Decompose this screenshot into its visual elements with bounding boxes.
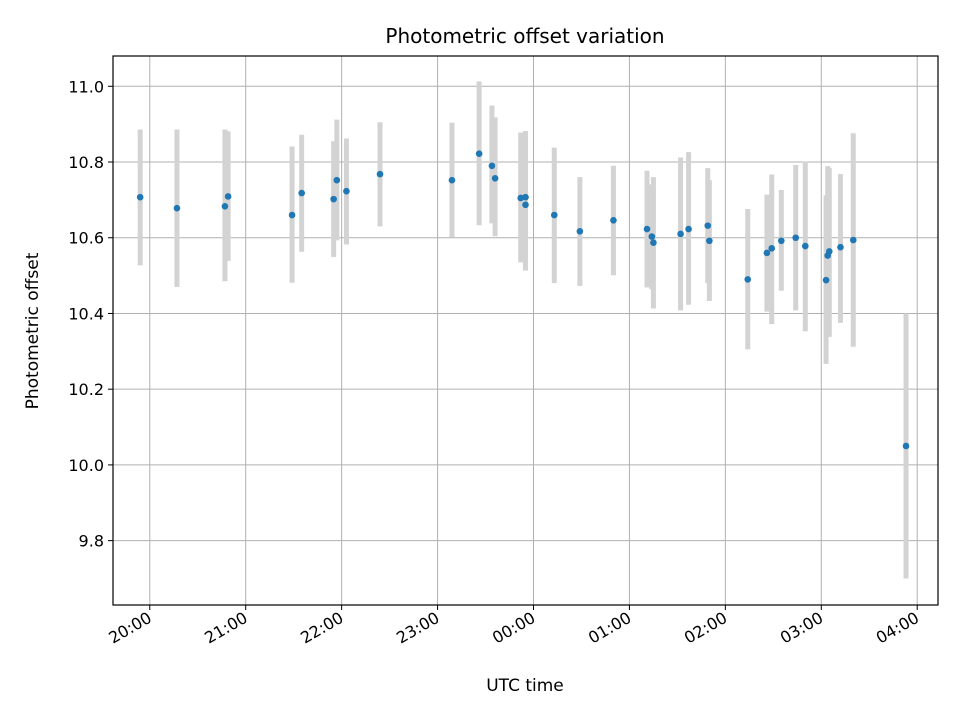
data-point (837, 243, 844, 251)
y-axis-label: Photometric offset (23, 252, 43, 409)
y-tick-label: 11.0 (68, 77, 104, 96)
data-point (902, 442, 910, 450)
plot-frame (112, 55, 939, 606)
data-point (849, 236, 857, 244)
data-point (576, 228, 584, 235)
data-point (768, 245, 776, 252)
data-point (677, 230, 684, 238)
y-tick-label: 10.0 (68, 456, 104, 475)
data-point (136, 193, 144, 201)
x-tick-label: 23:00 (393, 608, 442, 648)
x-tick-label: 01:00 (585, 608, 634, 648)
data-point (763, 249, 771, 257)
markers (136, 150, 910, 450)
data-point (801, 242, 809, 250)
data-point (376, 170, 384, 178)
data-point (825, 248, 833, 255)
y-axis: 9.8 10.0 10.2 10.4 10.6 10.8 11.0 (68, 77, 113, 551)
y-tick-label: 10.6 (68, 229, 104, 248)
data-point (648, 233, 656, 240)
errorbars (137, 81, 909, 579)
y-tick-label: 10.4 (68, 304, 104, 323)
data-point (685, 225, 692, 233)
x-tick-label: 02:00 (681, 608, 730, 648)
data-point (610, 217, 617, 224)
data-point (488, 162, 496, 170)
x-tick-label: 21:00 (201, 608, 250, 648)
data-point (475, 150, 483, 157)
data-point (744, 276, 752, 283)
data-point (792, 234, 800, 242)
x-tick-label: 00:00 (489, 608, 538, 648)
data-point (224, 193, 232, 200)
data-point (650, 239, 657, 246)
data-point (330, 195, 337, 203)
data-point (448, 176, 456, 184)
y-tick-label: 9.8 (79, 532, 104, 551)
data-point (173, 204, 181, 212)
data-point (822, 276, 830, 284)
data-point (550, 211, 558, 219)
data-point (343, 187, 350, 195)
x-tick-label: 03:00 (777, 608, 826, 648)
x-axis-label: UTC time (486, 676, 564, 696)
data-point (778, 237, 785, 245)
data-point (522, 193, 529, 201)
data-point (704, 222, 712, 229)
x-axis: 20:00 21:00 22:00 23:00 00:00 01:00 02:00 03:00… (105, 605, 922, 648)
data-point (221, 203, 229, 210)
y-tick-label: 10.2 (68, 380, 104, 399)
y-tick-label: 10.8 (68, 153, 104, 172)
data-point (522, 201, 529, 209)
data-point (288, 211, 296, 219)
data-point (491, 174, 499, 182)
data-point (333, 176, 341, 184)
chart-title: Photometric offset variation (385, 24, 664, 48)
data-point (643, 225, 651, 233)
x-tick-label: 04:00 (873, 608, 922, 648)
data-point (706, 237, 713, 245)
x-tick-label: 22:00 (297, 608, 346, 648)
data-point (298, 189, 305, 197)
x-tick-label: 20:00 (105, 608, 154, 648)
